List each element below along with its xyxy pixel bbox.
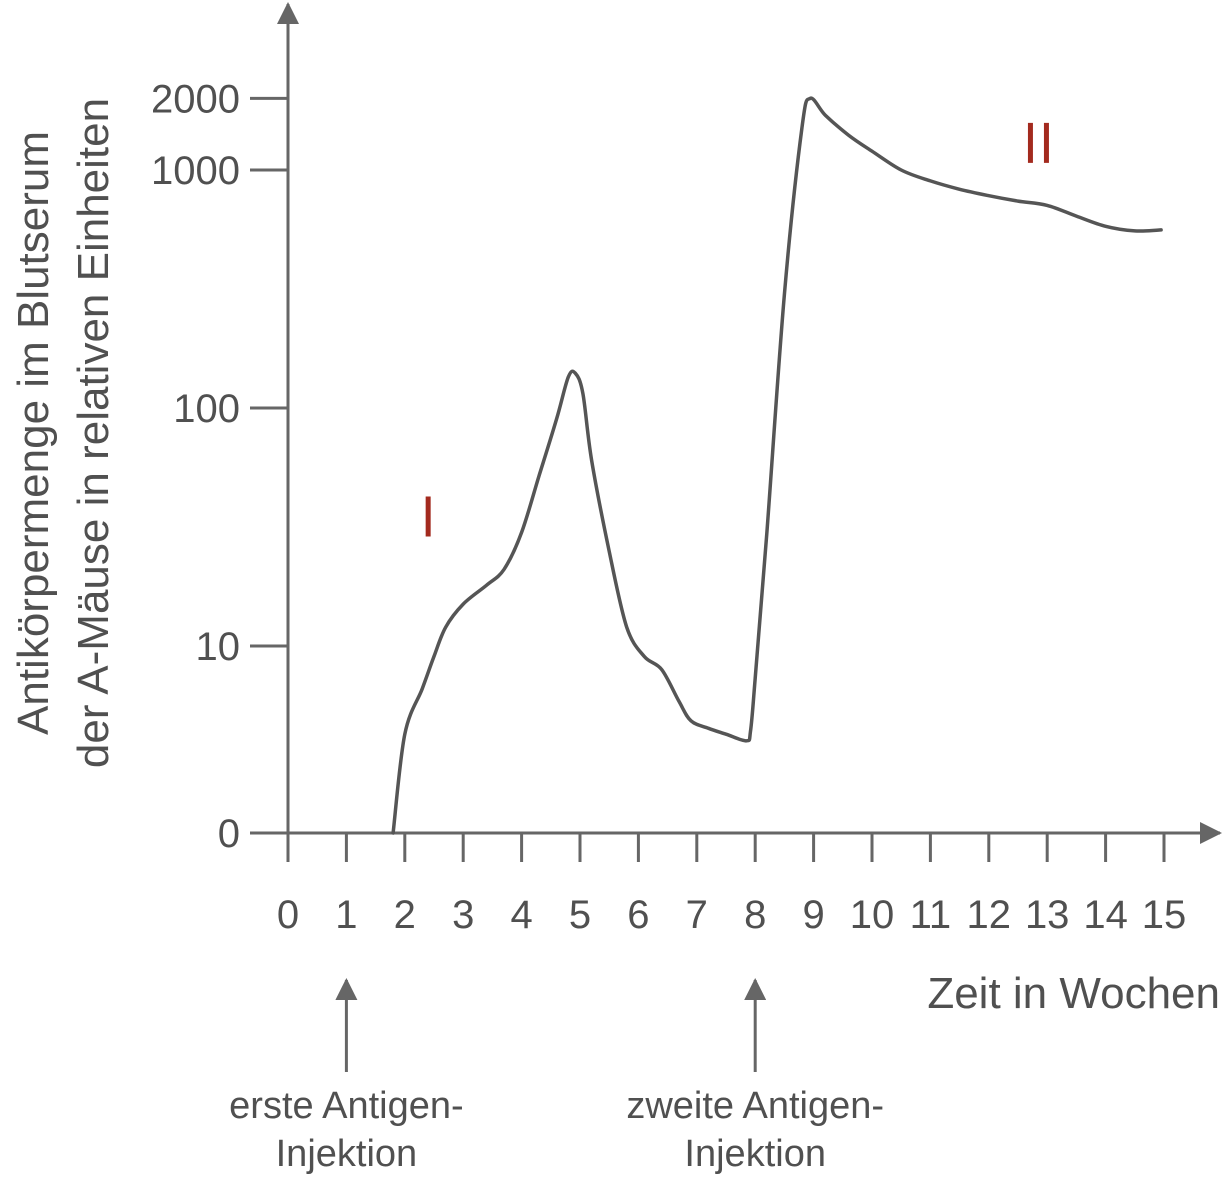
x-tick-label: 4 — [510, 893, 532, 937]
x-tick-label: 13 — [1025, 893, 1070, 937]
labels: 0 1 2 3 4 5 6 7 8 9 10 11 12 13 14 1501010010002000Zeit… — [9, 77, 1220, 1175]
x-tick-label: 5 — [569, 893, 591, 937]
injection-label-line: erste Antigen- — [229, 1085, 463, 1127]
x-tick-label: 0 — [277, 893, 299, 937]
y-axis-title-line: der A-Mäuse in relativen Einheiten — [69, 98, 118, 768]
x-tick-label: 14 — [1083, 893, 1128, 937]
x-tick-label: 12 — [967, 893, 1012, 937]
injection-label-line: Injektion — [684, 1133, 826, 1175]
x-tick-label: 2 — [394, 893, 416, 937]
y-tick-label: 0 — [218, 812, 240, 856]
injection-label-line: Injektion — [276, 1133, 418, 1175]
antibody-curve — [391, 96, 1163, 835]
y-tick-label: 1000 — [151, 149, 240, 193]
injection-label-line: zweite Antigen- — [626, 1085, 884, 1127]
x-axis-title: Zeit in Wochen — [927, 969, 1220, 1018]
y-tick-label: 100 — [173, 387, 240, 431]
x-tick-label: 11 — [910, 893, 952, 937]
y-axis-title-line: Antikörpermenge im Blutserum — [9, 131, 58, 735]
axes — [250, 2, 1222, 1072]
x-tick-label: 7 — [686, 893, 708, 937]
x-tick-label: 10 — [850, 893, 895, 937]
x-tick-label: 1 — [335, 893, 357, 937]
x-tick-label: 3 — [452, 893, 474, 937]
x-tick-label: 8 — [744, 893, 766, 937]
x-tick-label: 9 — [802, 893, 824, 937]
y-tick-label: 10 — [196, 625, 241, 669]
x-tick-label: 6 — [627, 893, 649, 937]
x-tick-label: 15 — [1142, 893, 1187, 937]
curve-group — [391, 96, 1163, 835]
phase-marker-II — [1027, 122, 1049, 163]
y-tick-label: 2000 — [151, 77, 240, 121]
